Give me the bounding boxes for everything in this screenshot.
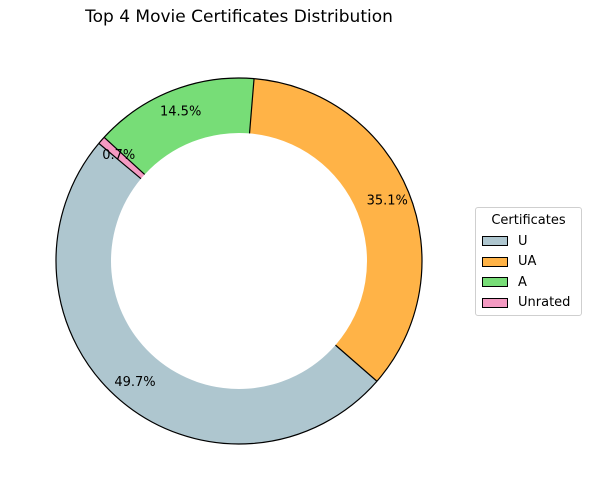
slice-divider-ua	[335, 344, 378, 382]
value-label-ua: 35.1%	[367, 193, 408, 208]
slice-unrated	[98, 137, 145, 179]
slice-divider-a	[248, 78, 255, 134]
value-label-unrated: 0.7%	[102, 148, 135, 163]
legend-label-a: A	[518, 274, 527, 290]
value-label-u: 49.7%	[114, 375, 155, 390]
legend-swatch-u	[482, 236, 508, 246]
legend-label-ua: UA	[518, 254, 537, 269]
legend-swatch-ua	[482, 256, 508, 267]
legend-label-unrated: Unrated	[518, 295, 571, 310]
slice-a	[104, 77, 255, 175]
slice-outline-a	[103, 77, 255, 138]
legend-swatch-unrated	[482, 297, 508, 308]
chart-title: Top 4 Movie Certificates Distribution	[85, 7, 393, 27]
slice-outline-u	[55, 142, 378, 445]
legend-swatch-a	[482, 277, 508, 287]
slice-u	[56, 143, 377, 444]
legend-item-u: U	[482, 233, 528, 249]
legend: Certificates U UA A Unrated	[475, 207, 582, 316]
legend-title: Certificates	[491, 213, 566, 228]
legend-item-unrated: Unrated	[482, 295, 570, 311]
slice-outline-unrated	[98, 136, 105, 144]
slice-divider-unrated	[103, 136, 146, 175]
legend-item-ua: UA	[482, 254, 536, 270]
legend-label-u: U	[518, 233, 528, 249]
slice-ua	[249, 78, 422, 382]
value-label-a: 14.5%	[160, 105, 201, 120]
slice-outline-ua	[254, 78, 423, 382]
legend-item-a: A	[482, 274, 527, 290]
slice-divider-u	[98, 142, 142, 180]
